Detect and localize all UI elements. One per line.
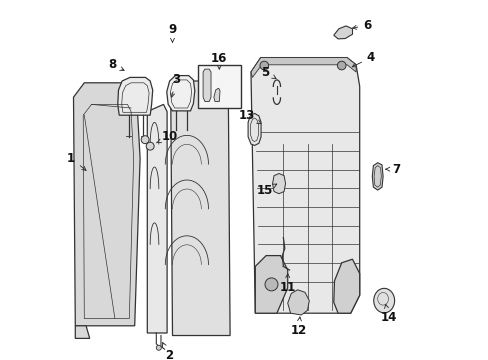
Polygon shape (73, 83, 140, 326)
Text: 15: 15 (256, 184, 276, 197)
Text: 1: 1 (67, 152, 86, 170)
Text: 16: 16 (211, 52, 227, 69)
Text: 3: 3 (170, 73, 180, 97)
Text: 9: 9 (168, 23, 176, 42)
Polygon shape (247, 113, 261, 145)
Polygon shape (333, 26, 352, 39)
Circle shape (260, 61, 268, 70)
Polygon shape (213, 88, 220, 102)
Polygon shape (203, 69, 211, 102)
Circle shape (337, 61, 346, 70)
Text: 6: 6 (352, 19, 371, 32)
Circle shape (156, 345, 161, 350)
Polygon shape (118, 77, 152, 115)
Polygon shape (166, 76, 194, 111)
Bar (197, 65, 241, 108)
Text: 11: 11 (279, 274, 295, 294)
Polygon shape (333, 259, 359, 313)
Text: 2: 2 (162, 342, 173, 360)
Polygon shape (371, 163, 382, 190)
Text: 12: 12 (290, 317, 306, 337)
Polygon shape (250, 58, 355, 77)
Text: 13: 13 (239, 109, 261, 124)
Text: 7: 7 (385, 163, 399, 176)
Text: 8: 8 (108, 58, 124, 71)
Text: 10: 10 (156, 130, 178, 143)
Circle shape (141, 136, 149, 144)
Polygon shape (287, 290, 309, 315)
Polygon shape (255, 256, 287, 313)
Polygon shape (147, 104, 167, 333)
Text: 4: 4 (351, 51, 374, 67)
Text: 5: 5 (261, 66, 276, 78)
Polygon shape (272, 174, 285, 194)
Polygon shape (170, 81, 230, 336)
Circle shape (146, 142, 154, 150)
Circle shape (264, 278, 277, 291)
Text: 14: 14 (380, 304, 396, 324)
Polygon shape (250, 58, 359, 313)
Ellipse shape (373, 288, 394, 313)
Polygon shape (75, 326, 89, 338)
